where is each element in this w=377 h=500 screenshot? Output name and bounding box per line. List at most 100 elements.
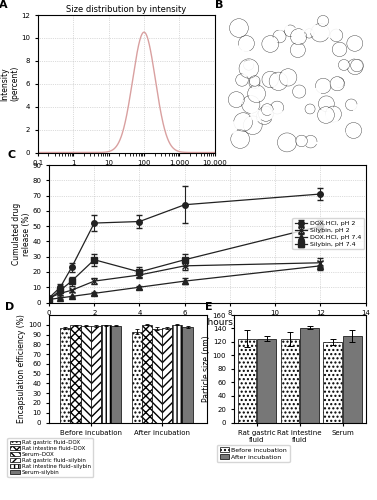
Circle shape bbox=[305, 30, 313, 37]
Circle shape bbox=[327, 56, 336, 65]
Circle shape bbox=[274, 32, 285, 42]
Circle shape bbox=[264, 73, 277, 86]
Circle shape bbox=[281, 70, 295, 84]
Circle shape bbox=[326, 111, 339, 124]
Circle shape bbox=[233, 132, 247, 146]
Circle shape bbox=[340, 61, 348, 69]
Circle shape bbox=[237, 75, 247, 85]
Circle shape bbox=[251, 110, 262, 121]
Circle shape bbox=[294, 86, 304, 97]
Circle shape bbox=[349, 60, 361, 73]
Bar bbox=[257, 338, 276, 422]
Circle shape bbox=[325, 24, 339, 38]
Bar bbox=[162, 328, 172, 422]
Bar bbox=[91, 326, 101, 422]
Bar bbox=[172, 325, 182, 422]
Circle shape bbox=[280, 135, 294, 150]
Bar bbox=[101, 326, 111, 422]
Bar bbox=[238, 338, 256, 422]
Circle shape bbox=[250, 87, 264, 101]
Circle shape bbox=[254, 70, 263, 79]
Circle shape bbox=[332, 78, 343, 89]
Circle shape bbox=[349, 38, 361, 50]
Circle shape bbox=[343, 98, 352, 108]
Text: C: C bbox=[8, 150, 16, 160]
Bar bbox=[280, 339, 299, 422]
Circle shape bbox=[258, 111, 270, 122]
Circle shape bbox=[272, 102, 282, 113]
Circle shape bbox=[264, 38, 277, 51]
Circle shape bbox=[271, 74, 286, 88]
Circle shape bbox=[266, 16, 280, 30]
Circle shape bbox=[317, 80, 329, 92]
Y-axis label: Intensity
(percent): Intensity (percent) bbox=[0, 66, 20, 102]
Text: E: E bbox=[205, 302, 212, 312]
Circle shape bbox=[271, 110, 284, 122]
Circle shape bbox=[250, 50, 263, 63]
Circle shape bbox=[250, 77, 259, 85]
Y-axis label: Encapsulation efficiency (%): Encapsulation efficiency (%) bbox=[17, 314, 26, 423]
Legend: DOX.HCl, pH 2, Silybin, pH 2, DOX.HCl, pH 7.4, Silybin, pH 7.4: DOX.HCl, pH 2, Silybin, pH 2, DOX.HCl, p… bbox=[293, 218, 364, 250]
Circle shape bbox=[319, 108, 333, 122]
Bar bbox=[132, 332, 142, 422]
Circle shape bbox=[335, 79, 343, 86]
Circle shape bbox=[232, 132, 241, 140]
Legend: Before incubation, After incubation: Before incubation, After incubation bbox=[217, 445, 290, 462]
Circle shape bbox=[320, 98, 333, 110]
Circle shape bbox=[303, 132, 315, 143]
Circle shape bbox=[245, 61, 253, 69]
Bar bbox=[343, 336, 362, 422]
Circle shape bbox=[347, 124, 360, 136]
Bar bbox=[300, 328, 319, 422]
Circle shape bbox=[352, 87, 363, 99]
Circle shape bbox=[267, 38, 275, 46]
Text: 200 nm: 200 nm bbox=[325, 130, 348, 136]
Circle shape bbox=[331, 30, 341, 40]
X-axis label: Size (d.nm): Size (d.nm) bbox=[104, 168, 148, 176]
Circle shape bbox=[299, 142, 306, 148]
Bar bbox=[111, 326, 121, 422]
Circle shape bbox=[260, 108, 272, 120]
Circle shape bbox=[342, 124, 357, 139]
Circle shape bbox=[314, 88, 321, 95]
Circle shape bbox=[241, 50, 250, 58]
Circle shape bbox=[233, 48, 243, 58]
Circle shape bbox=[319, 16, 327, 25]
Bar bbox=[182, 327, 193, 422]
Circle shape bbox=[286, 26, 295, 36]
Bar bbox=[81, 326, 91, 422]
Bar bbox=[70, 326, 81, 422]
Bar bbox=[323, 342, 342, 422]
Legend: Rat gastric fluid–DOX, Rat intestine fluid–DOX, Serum–DOX, Rat gastric fluid–sil: Rat gastric fluid–DOX, Rat intestine flu… bbox=[8, 438, 93, 477]
Circle shape bbox=[240, 38, 253, 50]
Circle shape bbox=[292, 44, 303, 56]
Circle shape bbox=[313, 26, 327, 40]
Circle shape bbox=[231, 21, 246, 35]
X-axis label: Time (hours): Time (hours) bbox=[179, 318, 236, 326]
Bar bbox=[60, 328, 70, 422]
Circle shape bbox=[241, 61, 256, 76]
Text: B: B bbox=[215, 0, 224, 10]
Circle shape bbox=[230, 94, 242, 106]
Title: Size distribution by intensity: Size distribution by intensity bbox=[66, 5, 186, 14]
Circle shape bbox=[250, 79, 259, 88]
Circle shape bbox=[291, 28, 299, 36]
Circle shape bbox=[275, 18, 288, 30]
Circle shape bbox=[231, 102, 239, 110]
Circle shape bbox=[354, 52, 361, 59]
Circle shape bbox=[236, 115, 250, 129]
Circle shape bbox=[334, 44, 345, 55]
Circle shape bbox=[236, 46, 244, 53]
Circle shape bbox=[265, 128, 273, 136]
Circle shape bbox=[227, 124, 239, 136]
Y-axis label: Particle size (nm): Particle size (nm) bbox=[202, 336, 211, 402]
Circle shape bbox=[245, 118, 260, 132]
Circle shape bbox=[297, 136, 306, 145]
Circle shape bbox=[352, 60, 362, 70]
Circle shape bbox=[292, 30, 305, 43]
Circle shape bbox=[302, 111, 314, 122]
Circle shape bbox=[225, 122, 237, 133]
Y-axis label: Cumulated drug
release (%): Cumulated drug release (%) bbox=[12, 202, 31, 265]
Bar bbox=[152, 328, 162, 422]
Circle shape bbox=[248, 42, 261, 54]
